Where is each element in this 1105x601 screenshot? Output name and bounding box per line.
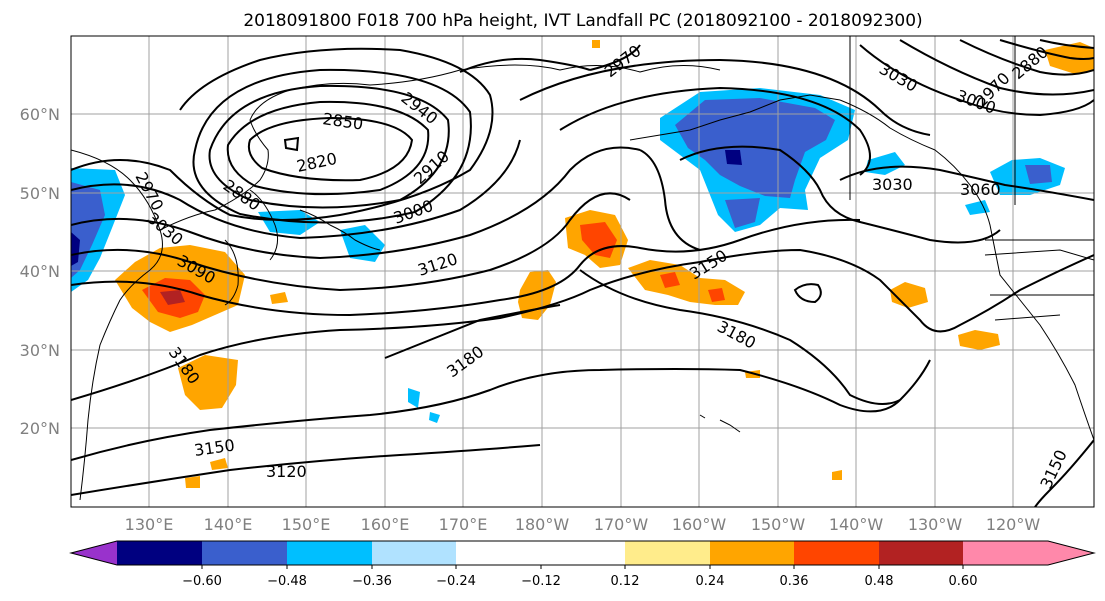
lat-label: 40°N <box>20 262 60 281</box>
lon-label: 160°E <box>361 515 410 534</box>
latitude-labels: 60°N 50°N 40°N 30°N 20°N <box>20 105 60 438</box>
longitude-labels: 130°E 140°E 150°E 160°E 170°E 180°W 170°… <box>125 515 1041 534</box>
colorbar-tick-label: 0.24 <box>696 574 725 589</box>
lat-label: 20°N <box>20 419 60 438</box>
colorbar-tick-label: 0.36 <box>780 574 809 589</box>
colorbar-tick-label: −0.48 <box>267 574 307 589</box>
lon-label: 180°W <box>515 515 570 534</box>
colorbar-ticks <box>201 565 964 569</box>
lon-label: 140°E <box>204 515 253 534</box>
map-panel: 2850 2940 2820 2910 2880 2970 3030 3000 … <box>70 35 1095 508</box>
contour-label: 3060 <box>960 180 1001 199</box>
colorbar-bin <box>879 541 963 565</box>
colorbar-tick-label: −0.24 <box>436 574 476 589</box>
colorbar-outline <box>69 540 1096 566</box>
coastlines <box>71 36 1094 501</box>
contour-label: 3120 <box>266 462 307 481</box>
lon-label: 150°E <box>282 515 331 534</box>
gridlines <box>71 36 1094 507</box>
colorbar-tick-label: −0.12 <box>521 574 561 589</box>
colorbar-tick-label: 0.60 <box>949 574 978 589</box>
lat-label: 60°N <box>20 105 60 124</box>
colorbar-bin <box>456 541 625 565</box>
lon-label: 120°W <box>986 515 1041 534</box>
lon-label: 150°W <box>751 515 806 534</box>
colorbar-bin <box>372 541 456 565</box>
colorbar-extend-min <box>71 541 117 565</box>
figure-title: 2018091800 F018 700 hPa height, IVT Land… <box>243 11 922 31</box>
lon-label: 170°W <box>594 515 649 534</box>
map-frame <box>70 35 1095 508</box>
colorbar-tick-label: 0.12 <box>611 574 640 589</box>
colorbar-bin <box>625 541 710 565</box>
lat-label: 30°N <box>20 341 60 360</box>
colorbar-tick-label: −0.36 <box>352 574 392 589</box>
height-contours <box>71 39 1094 507</box>
lon-label: 130°W <box>908 515 963 534</box>
lon-label: 170°E <box>439 515 488 534</box>
colorbar-tick-label: 0.48 <box>865 574 894 589</box>
colorbar-bin <box>287 541 372 565</box>
lon-label: 140°W <box>829 515 884 534</box>
colorbar-bin <box>794 541 879 565</box>
colorbar-bin <box>710 541 794 565</box>
contour-label: 3030 <box>872 175 913 194</box>
lon-label: 160°W <box>672 515 727 534</box>
lon-label: 130°E <box>125 515 174 534</box>
colorbar-tick-label: −0.60 <box>182 574 222 589</box>
colorbar-bin <box>202 541 287 565</box>
colorbar: −0.60 −0.48 −0.36 −0.24 −0.12 0.12 0.24 … <box>69 540 1096 589</box>
colorbar-extend-max <box>963 541 1094 565</box>
lat-label: 50°N <box>20 184 60 203</box>
colorbar-bin <box>117 541 202 565</box>
